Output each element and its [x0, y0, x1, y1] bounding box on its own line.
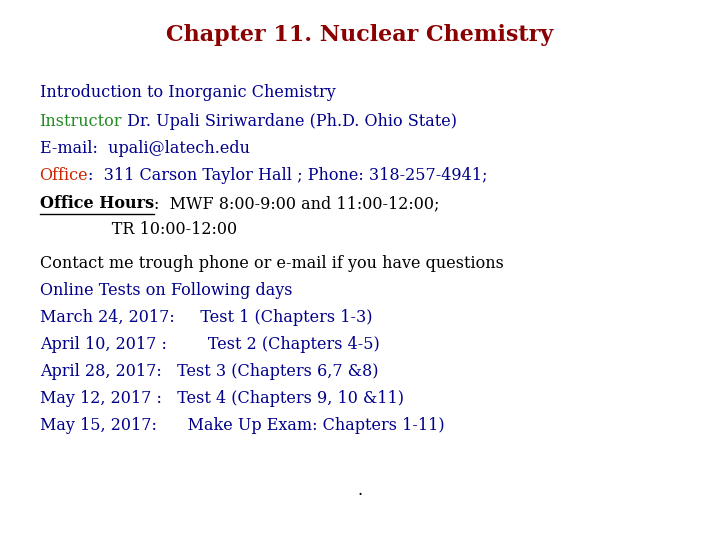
Text: E-mail:  upali@latech.edu: E-mail: upali@latech.edu [40, 140, 250, 157]
Text: TR 10:00-12:00: TR 10:00-12:00 [40, 221, 237, 238]
Text: Introduction to Inorganic Chemistry: Introduction to Inorganic Chemistry [40, 84, 336, 100]
Text: April 10, 2017 :        Test 2 (Chapters 4-5): April 10, 2017 : Test 2 (Chapters 4-5) [40, 336, 379, 353]
Text: Chapter 11. Nuclear Chemistry: Chapter 11. Nuclear Chemistry [166, 24, 554, 46]
Text: April 28, 2017:   Test 3 (Chapters 6,7 &8): April 28, 2017: Test 3 (Chapters 6,7 &8) [40, 363, 378, 380]
Text: Instructor: Instructor [40, 113, 122, 130]
Text: March 24, 2017:     Test 1 (Chapters 1-3): March 24, 2017: Test 1 (Chapters 1-3) [40, 309, 372, 326]
Text: :  MWF 8:00-9:00 and 11:00-12:00;: : MWF 8:00-9:00 and 11:00-12:00; [154, 195, 439, 212]
Text: May 12, 2017 :   Test 4 (Chapters 9, 10 &11): May 12, 2017 : Test 4 (Chapters 9, 10 &1… [40, 390, 404, 407]
Text: May 15, 2017:      Make Up Exam: Chapters 1-11): May 15, 2017: Make Up Exam: Chapters 1-1… [40, 417, 444, 434]
Text: Contact me trough phone or e-mail if you have questions: Contact me trough phone or e-mail if you… [40, 255, 503, 272]
Text: Dr. Upali Siriwardane (Ph.D. Ohio State): Dr. Upali Siriwardane (Ph.D. Ohio State) [122, 113, 457, 130]
Text: :  311 Carson Taylor Hall ; Phone: 318-257-4941;: : 311 Carson Taylor Hall ; Phone: 318-25… [89, 167, 487, 184]
Text: Office Hours: Office Hours [40, 195, 154, 212]
Text: Office: Office [40, 167, 89, 184]
Text: .: . [357, 482, 363, 498]
Text: Online Tests on Following days: Online Tests on Following days [40, 282, 292, 299]
